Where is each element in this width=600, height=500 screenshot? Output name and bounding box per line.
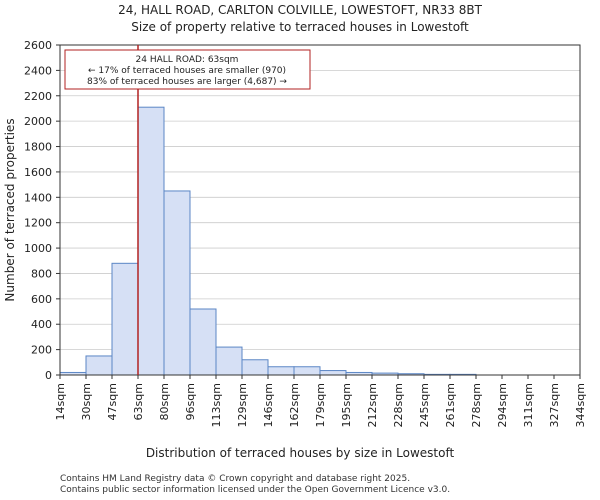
histogram-bar	[163, 190, 191, 376]
x-tick-label: 162sqm	[288, 383, 301, 427]
y-tick-label: 2200	[24, 90, 52, 103]
bars-group	[59, 106, 477, 376]
x-tick-label: 80sqm	[158, 383, 171, 420]
x-tick-label: 278sqm	[470, 383, 483, 427]
x-tick-label: 294sqm	[496, 383, 509, 427]
y-tick-label: 2600	[24, 39, 52, 52]
x-tick-label: 344sqm	[574, 383, 587, 427]
x-tick-label: 96sqm	[184, 383, 197, 420]
x-tick-label: 212sqm	[366, 383, 379, 427]
y-tick-label: 2400	[24, 64, 52, 77]
y-tick-label: 1600	[24, 166, 52, 179]
x-tick-label: 30sqm	[80, 383, 93, 420]
y-tick-label: 2000	[24, 115, 52, 128]
histogram-bar	[111, 262, 139, 376]
x-axis-ticks: 14sqm 30sqm 47sqm 63sqm 80sqm 96sqm 113sqm 129s…	[54, 375, 587, 427]
x-axis-label: Distribution of terraced houses by size …	[146, 446, 455, 460]
x-tick-label: 179sqm	[314, 383, 327, 427]
x-tick-label: 228sqm	[392, 383, 405, 427]
y-tick-label: 200	[31, 344, 52, 357]
annotation-smaller: ← 17% of terraced houses are smaller (97…	[88, 66, 286, 76]
x-tick-label: 311sqm	[522, 383, 535, 427]
annotation-box: 24 HALL ROAD: 63sqm ← 17% of terraced ho…	[64, 49, 311, 90]
y-tick-label: 0	[45, 369, 52, 382]
annotation-larger: 83% of terraced houses are larger (4,687…	[87, 77, 287, 87]
plot-frame	[59, 44, 581, 376]
x-tick-label: 129sqm	[236, 383, 249, 427]
histogram-bar	[137, 106, 165, 376]
histogram-bar	[85, 355, 113, 376]
x-tick-label: 14sqm	[54, 383, 67, 420]
histogram-bar	[189, 308, 217, 376]
x-tick-label: 195sqm	[340, 383, 353, 427]
x-tick-label: 47sqm	[106, 383, 119, 420]
x-tick-label: 327sqm	[548, 383, 561, 427]
histogram-bar	[319, 370, 347, 376]
y-tick-label: 1000	[24, 242, 52, 255]
chart-subtitle: Size of property relative to terraced ho…	[131, 20, 469, 34]
y-axis-label: Number of terraced properties	[3, 118, 17, 301]
y-tick-label: 800	[31, 267, 52, 280]
y-axis-ticks: 0 200 400 600 800 1000 1200 1400 1600 1800 2000 220…	[24, 39, 60, 382]
y-tick-label: 600	[31, 293, 52, 306]
y-tick-label: 1400	[24, 191, 52, 204]
x-tick-label: 245sqm	[418, 383, 431, 427]
histogram-bar	[215, 346, 243, 376]
x-tick-label: 113sqm	[210, 383, 223, 427]
histogram-bar	[267, 366, 295, 376]
histogram-bar	[241, 359, 269, 376]
x-tick-label: 261sqm	[444, 383, 457, 427]
histogram-bar	[293, 366, 321, 376]
attribution-line-2: Contains public sector information licen…	[60, 485, 451, 495]
y-tick-label: 400	[31, 318, 52, 331]
y-tick-label: 1200	[24, 217, 52, 230]
x-tick-label: 63sqm	[132, 383, 145, 420]
x-tick-label: 146sqm	[262, 383, 275, 427]
histogram-chart: 24, HALL ROAD, CARLTON COLVILLE, LOWESTO…	[3, 3, 587, 460]
annotation-title: 24 HALL ROAD: 63sqm	[136, 55, 239, 65]
attribution-line-1: Contains HM Land Registry data © Crown c…	[60, 474, 411, 484]
y-tick-label: 1800	[24, 141, 52, 154]
chart-title: 24, HALL ROAD, CARLTON COLVILLE, LOWESTO…	[118, 3, 482, 17]
